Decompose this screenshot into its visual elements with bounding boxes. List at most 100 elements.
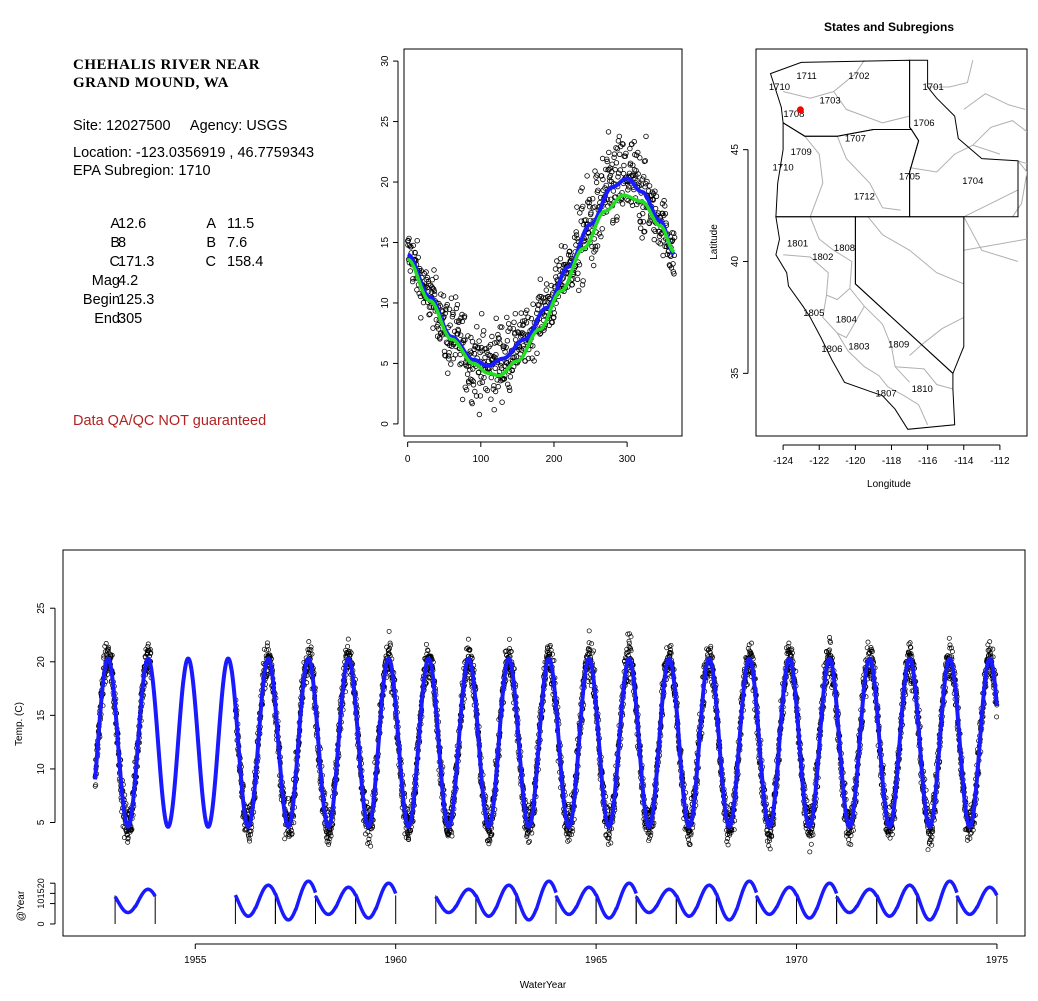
doy-data-point: [431, 267, 437, 273]
doy-data-point: [446, 306, 453, 312]
doy-data-point: [478, 374, 484, 380]
ts-y-tick-label: 25: [36, 602, 47, 614]
ts-y-tick-label: 15: [36, 709, 47, 721]
doy-data-point: [423, 269, 429, 275]
map-subregion-line: [909, 144, 1001, 173]
doy-data-point: [643, 133, 649, 140]
ts-data-point: [347, 652, 353, 658]
ts-data-point: [550, 651, 555, 657]
doy-data-point: [507, 325, 513, 332]
ts-data-point: [305, 647, 311, 653]
ts-data-point: [368, 843, 374, 849]
doy-x-tick-label: 0: [405, 454, 411, 465]
doy-data-point: [465, 333, 471, 339]
doy-y-tick-label: 25: [380, 116, 391, 128]
map-subregion-label: 1808: [834, 243, 855, 254]
ts-data-point: [489, 831, 495, 837]
map-subregion-label: 1709: [791, 147, 812, 158]
doy-data-point: [493, 315, 499, 321]
doy-data-point: [531, 358, 537, 364]
doy-y-tick-label: 30: [380, 55, 391, 67]
map-subregion-label: 1711: [796, 71, 816, 82]
doy-data-point: [653, 193, 660, 199]
doy-data-point: [615, 174, 621, 180]
ts-y-tick-label: 20: [36, 656, 47, 668]
map-subregion-label: 1810: [912, 384, 933, 395]
doy-data-point: [580, 278, 586, 284]
doy-data-point: [491, 383, 497, 389]
map-state-ca: [775, 216, 956, 430]
doy-data-point: [525, 355, 532, 362]
doy-data-point: [662, 210, 669, 217]
doy-data-point: [435, 322, 441, 328]
ts-data-point: [246, 836, 252, 842]
doy-data-point: [610, 217, 616, 224]
doy-data-point: [567, 252, 574, 259]
doy-data-point: [511, 319, 517, 325]
doy-data-point: [641, 173, 647, 180]
ts-y-tick-label: 10: [36, 763, 47, 775]
ts-data-point: [366, 836, 372, 842]
doy-data-point: [611, 154, 617, 161]
doy-data-point: [477, 393, 484, 399]
doy-data-point: [448, 361, 454, 367]
ts-data-point: [285, 795, 291, 801]
subregion-map: States and Subregions 1711 17021701171017…: [709, 20, 1028, 490]
map-subregion-label: 1707: [845, 134, 866, 145]
doy-data-point: [657, 240, 663, 247]
doy-data-point: [478, 344, 485, 351]
ts-data-point: [566, 837, 572, 843]
doy-data-point: [649, 189, 655, 195]
doy-data-point: [474, 324, 480, 330]
map-subregion-line: [867, 216, 964, 285]
doy-data-point: [596, 231, 602, 237]
ts-data-point: [326, 839, 332, 845]
doy-data-point: [507, 374, 514, 380]
doy-data-point: [579, 206, 585, 212]
doy-data-point: [511, 354, 517, 360]
doy-data-point: [458, 332, 464, 338]
doy-data-point: [470, 366, 476, 372]
ts-data-point: [105, 647, 111, 652]
doy-data-point: [628, 199, 634, 205]
doy-data-point: [611, 151, 618, 157]
ts-data-point: [467, 647, 473, 653]
doy-data-point: [484, 387, 490, 394]
doy-data-point: [506, 321, 512, 327]
ts-data-point: [289, 831, 295, 837]
doy-data-point: [467, 367, 473, 373]
doy-data-point: [599, 226, 605, 232]
doy-data-point: [407, 268, 413, 274]
doy-data-point: [406, 235, 412, 242]
ts-data-point: [405, 835, 411, 840]
doy-data-point: [427, 311, 433, 317]
map-x-tick-label: -118: [882, 456, 902, 467]
ts-data-point: [125, 839, 131, 845]
ts-data-point: [145, 641, 151, 647]
doy-data-point: [552, 266, 559, 272]
ts-data-point: [526, 839, 531, 845]
doy-data-point: [640, 204, 646, 210]
doy-data-point: [589, 243, 595, 250]
doy-data-point: [493, 352, 499, 358]
doy-data-point: [469, 339, 476, 345]
doy-data-point: [624, 181, 631, 187]
ts-data-point: [526, 802, 532, 808]
site-id-agency: Site: 12027500 Agency: USGS: [73, 118, 288, 134]
doy-data-point: [481, 374, 487, 381]
map-title: States and Subregions: [824, 20, 954, 34]
map-subregion-line: [804, 135, 824, 217]
doy-data-point: [625, 197, 631, 204]
doy-data-point: [590, 195, 596, 202]
doy-data-point: [530, 343, 536, 349]
doy-data-point: [409, 278, 416, 285]
map-subregion-label: 1704: [962, 176, 983, 187]
doy-data-point: [476, 369, 482, 375]
map-subregion-label: 1802: [812, 252, 833, 263]
doy-data-point: [580, 203, 586, 210]
map-state-nv: [854, 216, 965, 375]
ts-data-point: [328, 833, 334, 839]
doy-data-point: [513, 354, 519, 360]
param-value: 171.3: [118, 254, 155, 270]
